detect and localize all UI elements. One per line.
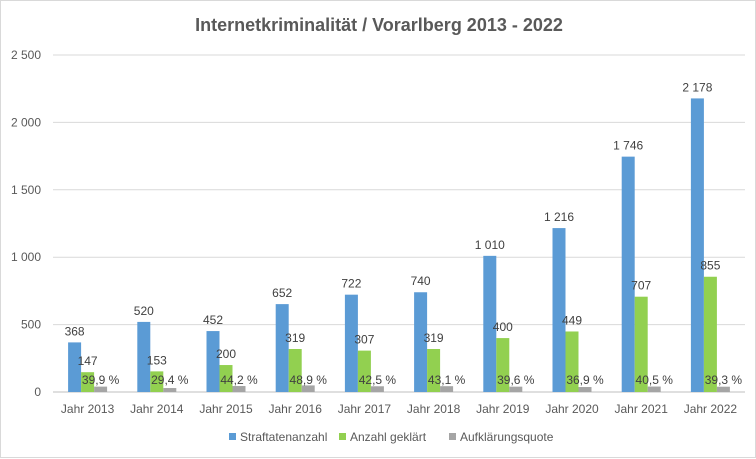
data-label-aufklaerungsquote: 39,3 % xyxy=(705,373,743,387)
bar-anzahl-geklaert xyxy=(565,331,579,392)
data-label-aufklaerungsquote: 40,5 % xyxy=(636,373,674,387)
bar-anzahl-geklaert xyxy=(288,348,302,392)
bar-anzahl-geklaert xyxy=(634,296,648,392)
bar-anzahl-geklaert xyxy=(81,372,95,392)
y-tick-label: 0 xyxy=(34,385,41,399)
data-label-aufklaerungsquote: 36,9 % xyxy=(566,373,604,387)
x-tick-label: Jahr 2020 xyxy=(545,402,599,416)
y-tick-label: 1 000 xyxy=(11,250,41,264)
bar-aufklaerungsquote xyxy=(94,386,108,392)
bar-aufklaerungsquote xyxy=(716,386,730,392)
bar-straftatenanzahl xyxy=(414,292,428,392)
x-tick-label: Jahr 2016 xyxy=(269,402,323,416)
data-label-anzahl-geklaert: 200 xyxy=(216,347,236,361)
bar-straftatenanzahl xyxy=(552,228,566,392)
legend-label: Aufklärungsquote xyxy=(460,430,554,444)
data-label-aufklaerungsquote: 44,2 % xyxy=(220,373,258,387)
legend-label: Straftatenanzahl xyxy=(240,430,327,444)
data-label-straftatenanzahl: 1 216 xyxy=(544,210,574,224)
x-axis-ticks: Jahr 2013 Jahr 2014 Jahr 2015 Jahr 2016 Jahr… xyxy=(61,402,737,416)
bar-anzahl-geklaert xyxy=(219,365,233,392)
bar-anzahl-geklaert xyxy=(357,350,371,392)
x-tick-label: Jahr 2022 xyxy=(684,402,738,416)
bar-straftatenanzahl xyxy=(137,321,151,392)
data-label-straftatenanzahl: 652 xyxy=(272,286,292,300)
data-label-aufklaerungsquote: 39,6 % xyxy=(497,373,535,387)
y-tick-label: 2 000 xyxy=(11,115,41,129)
bar-aufklaerungsquote xyxy=(370,386,384,392)
legend-swatch xyxy=(449,433,456,440)
bar-aufklaerungsquote xyxy=(578,387,592,392)
y-tick-label: 1 500 xyxy=(11,183,41,197)
data-label-anzahl-geklaert: 449 xyxy=(562,313,582,327)
data-label-straftatenanzahl: 452 xyxy=(203,313,223,327)
data-label-straftatenanzahl: 2 178 xyxy=(682,80,712,94)
x-tick-label: Jahr 2019 xyxy=(476,402,530,416)
bar-straftatenanzahl xyxy=(68,342,82,392)
bar-straftatenanzahl xyxy=(275,304,289,392)
x-tick-label: Jahr 2021 xyxy=(615,402,669,416)
bar-straftatenanzahl xyxy=(344,294,358,392)
data-label-straftatenanzahl: 520 xyxy=(134,304,154,318)
data-label-aufklaerungsquote: 48,9 % xyxy=(290,373,328,387)
bar-aufklaerungsquote xyxy=(163,388,177,392)
bar-aufklaerungsquote xyxy=(301,385,315,392)
data-label-anzahl-geklaert: 319 xyxy=(285,331,305,345)
x-tick-label: Jahr 2018 xyxy=(407,402,461,416)
chart-title: Internetkriminalität / Vorarlberg 2013 -… xyxy=(195,15,563,35)
data-label-anzahl-geklaert: 855 xyxy=(700,259,720,273)
bar-anzahl-geklaert xyxy=(703,276,717,392)
data-label-straftatenanzahl: 722 xyxy=(341,277,361,291)
bar-aufklaerungsquote xyxy=(232,386,246,392)
data-label-aufklaerungsquote: 29,4 % xyxy=(151,373,189,387)
data-label-anzahl-geklaert: 153 xyxy=(147,353,167,367)
legend-swatch xyxy=(339,433,346,440)
bar-anzahl-geklaert xyxy=(496,338,510,392)
bars: 368 147 39,9 % 520 153 29,4 % 452 200 44,2 % 652 3… xyxy=(65,80,743,392)
bar-straftatenanzahl xyxy=(621,156,635,392)
bar-aufklaerungsquote xyxy=(647,386,661,392)
bar-anzahl-geklaert xyxy=(150,371,164,392)
data-label-straftatenanzahl: 1 010 xyxy=(475,238,505,252)
legend-label: Anzahl geklärt xyxy=(350,430,427,444)
bar-straftatenanzahl xyxy=(483,255,497,392)
bar-aufklaerungsquote xyxy=(509,386,523,392)
x-tick-label: Jahr 2017 xyxy=(338,402,392,416)
legend: Straftatenanzahl Anzahl geklärt Aufklärung… xyxy=(229,430,554,444)
data-label-aufklaerungsquote: 43,1 % xyxy=(428,373,466,387)
bar-aufklaerungsquote xyxy=(440,386,454,392)
y-tick-label: 500 xyxy=(21,318,41,332)
data-label-anzahl-geklaert: 147 xyxy=(78,354,98,368)
x-tick-label: Jahr 2015 xyxy=(199,402,253,416)
data-label-aufklaerungsquote: 39,9 % xyxy=(82,373,120,387)
data-label-straftatenanzahl: 1 746 xyxy=(613,139,643,153)
data-label-anzahl-geklaert: 400 xyxy=(493,320,513,334)
data-label-anzahl-geklaert: 319 xyxy=(424,331,444,345)
y-axis-ticks: 0 500 1 000 1 500 2 000 2 500 xyxy=(11,48,41,399)
data-label-straftatenanzahl: 368 xyxy=(65,324,85,338)
y-tick-label: 2 500 xyxy=(11,48,41,62)
bar-anzahl-geklaert xyxy=(427,348,441,392)
legend-swatch xyxy=(229,433,236,440)
data-label-straftatenanzahl: 740 xyxy=(411,274,431,288)
bar-straftatenanzahl xyxy=(690,98,704,392)
bar-straftatenanzahl xyxy=(206,331,220,392)
data-label-anzahl-geklaert: 707 xyxy=(631,279,651,293)
x-tick-label: Jahr 2014 xyxy=(130,402,184,416)
data-label-aufklaerungsquote: 42,5 % xyxy=(359,373,397,387)
data-label-anzahl-geklaert: 307 xyxy=(354,333,374,347)
x-tick-label: Jahr 2013 xyxy=(61,402,115,416)
